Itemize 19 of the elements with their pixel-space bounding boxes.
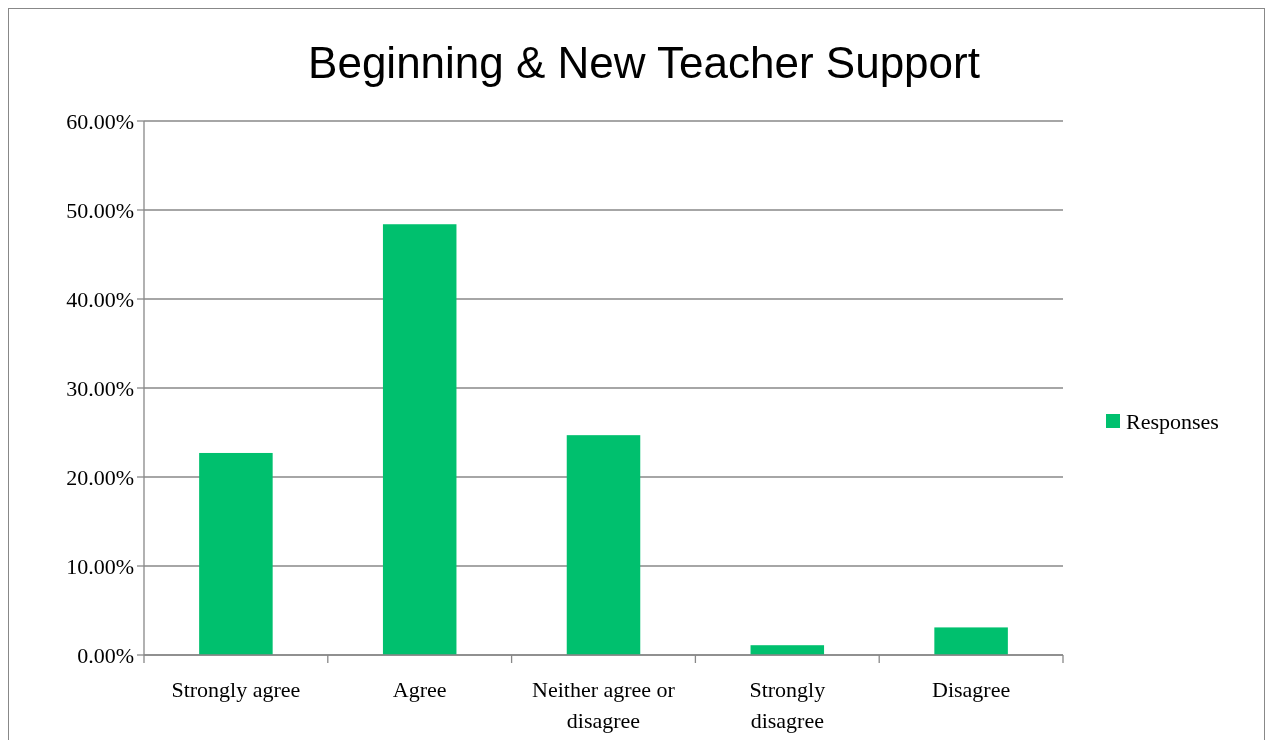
y-tick-label: 50.00%: [66, 197, 134, 223]
bar: [382, 224, 457, 655]
legend-label: Responses: [1126, 408, 1219, 434]
bar: [566, 435, 641, 655]
bar: [934, 627, 1008, 655]
y-tick-label: 20.00%: [66, 464, 134, 490]
y-tick-label: 0.00%: [77, 642, 134, 668]
bar: [199, 452, 273, 655]
bar: [750, 645, 825, 655]
y-tick-label: 40.00%: [66, 286, 134, 312]
y-tick-label: 60.00%: [66, 108, 134, 134]
x-tick-label: Agree: [392, 677, 447, 702]
x-tick-label: Neither agree or disagree: [532, 677, 676, 733]
x-tick-label: Disagree: [932, 677, 1011, 702]
y-tick-label: 10.00%: [66, 553, 134, 579]
x-tick-label: Strongly agree: [171, 677, 301, 702]
x-tick-label: Strongly disagree: [749, 677, 826, 733]
chart-title: Beginning & New Teacher Support: [308, 38, 980, 87]
y-tick-label: 30.00%: [66, 375, 134, 401]
